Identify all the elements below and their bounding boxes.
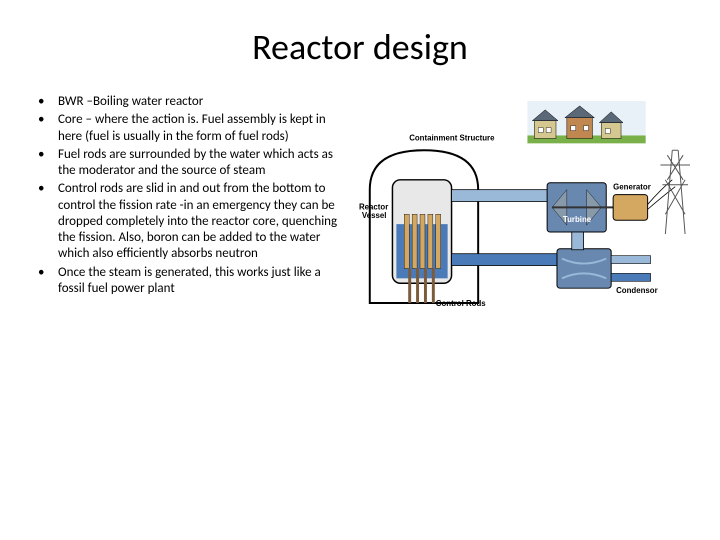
- bullet-item: Core – where the action is. Fuel assembl…: [30, 112, 340, 145]
- bullet-item: Control rods are slid in and out from th…: [30, 181, 340, 262]
- condensor: [557, 232, 651, 288]
- return-pipe: [452, 254, 560, 266]
- bullet-item: Fuel rods are surrounded by the water wh…: [30, 147, 340, 180]
- containment-label: Containment Structure: [409, 133, 495, 142]
- bullet-item: BWR –Boiling water reactor: [30, 94, 340, 110]
- bullet-list: BWR –Boiling water reactor Core – where …: [30, 94, 340, 374]
- reactor-diagram: Containment Structure Reactor Vessel: [355, 94, 690, 374]
- generator: [613, 195, 647, 221]
- turbine: [547, 183, 621, 232]
- reactor-vessel-label-2: Vessel: [362, 211, 387, 220]
- turbine-label: Turbine: [563, 215, 592, 224]
- slide-content: BWR –Boiling water reactor Core – where …: [30, 94, 690, 374]
- slide-title: Reactor design: [30, 25, 690, 69]
- bullet-item: Once the steam is generated, this works …: [30, 265, 340, 298]
- condensor-label: Condensor: [616, 286, 658, 295]
- steam-pipe: [452, 190, 560, 202]
- control-rods-label: Control Rods: [436, 299, 486, 308]
- transmission-tower: [660, 150, 690, 234]
- reactor-vessel-label-1: Reactor: [359, 202, 388, 211]
- generator-label: Generator: [613, 183, 651, 192]
